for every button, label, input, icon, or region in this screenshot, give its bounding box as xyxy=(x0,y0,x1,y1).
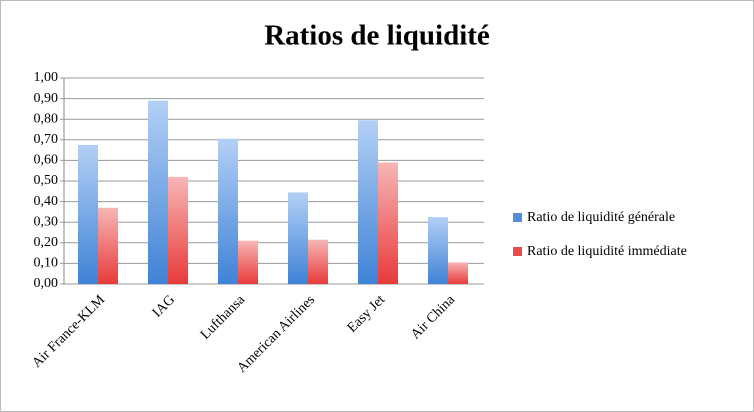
legend-swatch xyxy=(513,247,522,256)
bar xyxy=(168,176,188,284)
bar xyxy=(378,162,398,284)
bar xyxy=(238,240,258,284)
bar xyxy=(308,239,328,284)
y-tick-label: 0,10 xyxy=(34,256,59,271)
bar xyxy=(148,100,168,284)
chart-title: Ratios de liquidité xyxy=(264,20,490,52)
bar xyxy=(98,207,118,284)
y-tick-label: 0,30 xyxy=(34,214,59,229)
y-tick-label: 0,50 xyxy=(34,173,59,188)
bar xyxy=(78,144,98,284)
legend-swatch xyxy=(513,213,522,222)
y-tick-label: 1,00 xyxy=(34,70,59,85)
bar xyxy=(428,217,448,284)
bar xyxy=(218,138,238,284)
y-tick-label: 0,20 xyxy=(34,235,59,250)
y-tick-label: 0,70 xyxy=(34,132,59,147)
bar xyxy=(358,120,378,284)
y-tick-label: 0,80 xyxy=(34,111,59,126)
y-tick-label: 0,40 xyxy=(34,194,59,209)
y-tick-label: 0,60 xyxy=(34,153,59,168)
y-tick-label: 0,90 xyxy=(34,91,59,106)
legend-label: Ratio de liquidité générale xyxy=(527,210,675,225)
y-tick-label: 0,00 xyxy=(34,276,59,291)
legend-label: Ratio de liquidité immédiate xyxy=(527,244,687,259)
bar xyxy=(288,192,308,284)
bar xyxy=(448,262,468,284)
